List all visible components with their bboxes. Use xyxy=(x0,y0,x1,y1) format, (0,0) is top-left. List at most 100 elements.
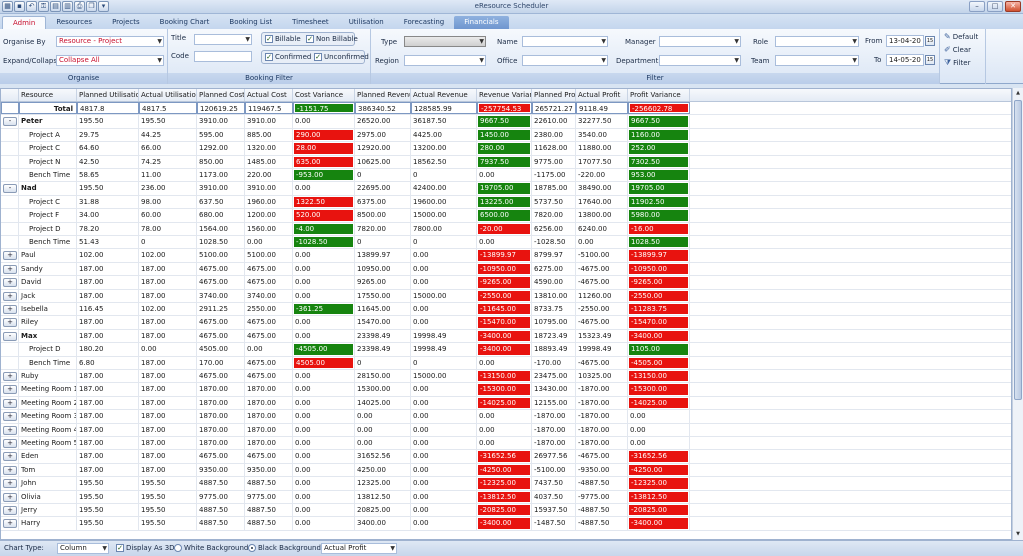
resource-row[interactable]: + Eden 187.00 187.00 4675.00 4675.00 0.00 31652… xyxy=(1,450,1011,464)
total-cell[interactable]: 9118.49 xyxy=(576,102,628,115)
resource-row[interactable]: + David 187.00 187.00 4675.00 4675.00 0.00 9265… xyxy=(1,276,1011,290)
project-row[interactable]: Bench Time 6.80 187.00 170.00 4675.00 4505.00… xyxy=(1,356,1011,370)
collapse-icon[interactable]: - xyxy=(3,117,17,127)
organise-by-select[interactable]: Resource - Project ▼ xyxy=(56,36,164,47)
expand-icon[interactable]: + xyxy=(3,465,17,475)
expand-icon[interactable]: + xyxy=(3,479,17,489)
expand-icon[interactable]: + xyxy=(3,278,17,288)
resource-row[interactable]: + Jack 187.00 187.00 3740.00 3740.00 0.00 17550… xyxy=(1,289,1011,303)
resource-row[interactable]: + Tom 187.00 187.00 9350.00 9350.00 0.00 4250.0… xyxy=(1,463,1011,478)
project-row[interactable]: Project C 64.60 66.00 1292.00 1320.00 28.00 12… xyxy=(1,142,1011,156)
vertical-scrollbar[interactable]: ▲ ▼ xyxy=(1012,88,1023,540)
column-header-cost-variance[interactable]: Cost Variance xyxy=(293,89,355,101)
key-icon[interactable]: ⚿ xyxy=(38,1,49,12)
total-cell[interactable]: 4817.5 xyxy=(139,102,197,115)
total-cell[interactable]: 119467.5 xyxy=(245,102,293,115)
department-select[interactable]: ▼ xyxy=(659,55,741,66)
column-header-actual-utilisation[interactable]: Actual Utilisation xyxy=(141,89,197,101)
column-header-revenue-variance[interactable]: Revenue Variance xyxy=(477,89,532,101)
display-3d-checkbox[interactable]: ✓ Display As 3D xyxy=(116,544,175,552)
project-row[interactable]: Project F 34.00 60.00 680.00 1200.00 520.00 85… xyxy=(1,209,1011,223)
resource-row[interactable]: + Riley 187.00 187.00 4675.00 4675.00 0.00 1547… xyxy=(1,316,1011,330)
total-cell[interactable]: 4817.8 xyxy=(77,102,139,115)
region-select[interactable]: ▼ xyxy=(404,55,486,66)
folder-icon[interactable]: ▤ xyxy=(50,1,61,12)
resource-row[interactable]: - Peter 195.50 195.50 3910.00 3910.00 0.00 2652… xyxy=(1,115,1011,129)
expand-collapse-select[interactable]: Collapse All ▼ xyxy=(56,55,164,66)
project-row[interactable]: Project C 31.88 98.00 637.50 1960.00 1322.50 6… xyxy=(1,195,1011,210)
app-menu-icon[interactable]: ▦ xyxy=(2,1,13,12)
expand-icon[interactable]: + xyxy=(3,385,17,395)
expand-icon[interactable]: + xyxy=(3,372,17,381)
column-header-resource[interactable]: Resource xyxy=(19,89,77,101)
resource-row[interactable]: + Meeting Room 5 187.00 187.00 1870.00 1870.0… xyxy=(1,437,1011,451)
dropdown-icon[interactable]: ▾ xyxy=(98,1,109,12)
manager-select[interactable]: ▼ xyxy=(659,36,741,47)
billable-checkbox[interactable]: ✓ Billable xyxy=(265,35,301,43)
tab-forecasting[interactable]: Forecasting xyxy=(403,18,445,26)
resource-row[interactable]: + Sandy 187.00 187.00 4675.00 4675.00 0.00 1095… xyxy=(1,262,1011,277)
column-header-actual-revenue[interactable]: Actual Revenue xyxy=(411,89,477,101)
tab-projects[interactable]: Projects xyxy=(112,18,140,26)
white-background-radio[interactable]: White Background xyxy=(174,544,248,552)
resource-row[interactable]: + Harry 195.50 195.50 4887.50 4887.50 0.00 3400… xyxy=(1,517,1011,531)
unconfirmed-checkbox[interactable]: ✓ Unconfirmed xyxy=(314,53,369,61)
total-cell[interactable]: 128585.99 xyxy=(411,102,477,115)
code-input[interactable] xyxy=(194,51,252,62)
resource-row[interactable]: - Nad 195.50 236.00 3910.00 3910.00 0.00 22695.… xyxy=(1,182,1011,196)
resource-row[interactable]: - Max 187.00 187.00 4675.00 4675.00 0.00 23398.… xyxy=(1,329,1011,344)
save-icon[interactable]: ▪ xyxy=(14,1,25,12)
chart-type-select[interactable]: Column ▼ xyxy=(57,543,109,554)
expand-icon[interactable]: + xyxy=(3,412,17,422)
column-header-planned-profit[interactable]: Planned Profit xyxy=(534,89,576,101)
total-cell[interactable]: 265721.27 xyxy=(532,102,576,115)
non-billable-checkbox[interactable]: ✓ Non Billable xyxy=(306,35,358,43)
team-select[interactable]: ▼ xyxy=(775,55,859,66)
column-header-planned-utilisation[interactable]: Planned Utilisation xyxy=(79,89,139,101)
name-select[interactable]: ▼ xyxy=(522,36,608,47)
copy-icon[interactable]: ❐ xyxy=(86,1,97,12)
total-cell[interactable]: -1151.75 xyxy=(293,102,355,115)
resource-row[interactable]: + Olivia 195.50 195.50 9775.00 9775.00 0.00 138… xyxy=(1,490,1011,504)
expand-icon[interactable]: + xyxy=(3,506,17,515)
project-row[interactable]: Project D 78.20 78.00 1564.00 1560.00 -4.00 78… xyxy=(1,222,1011,236)
confirmed-checkbox[interactable]: ✓ Confirmed xyxy=(265,53,311,61)
maximize-button[interactable]: □ xyxy=(987,1,1003,12)
project-row[interactable]: Bench Time 51.43 0 1028.50 0.00 -1028.50 0 0 0.0… xyxy=(1,236,1011,250)
expand-icon[interactable]: + xyxy=(3,439,17,448)
project-row[interactable]: Project N 42.50 74.25 850.00 1485.00 635.00 10… xyxy=(1,155,1011,169)
tab-resources[interactable]: Resources xyxy=(56,18,93,26)
resource-row[interactable]: + John 195.50 195.50 4887.50 4887.50 0.00 12325… xyxy=(1,477,1011,491)
column-header-planned-cost[interactable]: Planned Cost xyxy=(199,89,245,101)
title-select[interactable]: ▼ xyxy=(194,34,252,45)
close-button[interactable]: ✕ xyxy=(1005,1,1021,12)
resource-row[interactable]: + Ruby 187.00 187.00 4675.00 4675.00 0.00 28150… xyxy=(1,370,1011,384)
total-cell[interactable]: -257754.53 xyxy=(477,102,532,115)
expand-icon[interactable]: + xyxy=(3,452,17,462)
print-icon[interactable]: ⎙ xyxy=(74,1,85,12)
collapse-icon[interactable]: - xyxy=(3,184,17,194)
collapse-icon[interactable]: - xyxy=(3,331,17,341)
resource-row[interactable]: + Meeting Room 4 187.00 187.00 1870.00 1870.0… xyxy=(1,423,1011,437)
chart-metric-select[interactable]: Actual Profit ▼ xyxy=(321,543,397,554)
expand-icon[interactable]: + xyxy=(3,264,17,274)
minimize-button[interactable]: – xyxy=(969,1,985,12)
project-row[interactable]: Project A 29.75 44.25 595.00 885.00 290.00 297… xyxy=(1,128,1011,143)
expand-icon[interactable]: + xyxy=(3,519,17,529)
project-row[interactable]: Project D 180.20 0.00 4505.00 0.00 -4505.00 23… xyxy=(1,343,1011,357)
column-header-profit-variance[interactable]: Profit Variance xyxy=(628,89,690,101)
resource-row[interactable]: + Meeting Room 1 187.00 187.00 1870.00 1870.0… xyxy=(1,383,1011,397)
default-button[interactable]: ✎ Default xyxy=(944,32,978,41)
resource-row[interactable]: + Meeting Room 3 187.00 187.00 1870.00 1870.0… xyxy=(1,410,1011,424)
expand-icon[interactable]: + xyxy=(3,398,17,408)
column-header-actual-profit[interactable]: Actual Profit xyxy=(576,89,628,101)
expand-icon[interactable]: + xyxy=(3,318,17,328)
tab-timesheet[interactable]: Timesheet xyxy=(292,18,329,26)
scroll-down-icon[interactable]: ▼ xyxy=(1016,531,1020,537)
type-select[interactable]: ▼ xyxy=(404,36,486,47)
to-date-input[interactable]: 14-05-20 xyxy=(886,54,924,66)
black-background-radio[interactable]: Black Background xyxy=(248,544,321,552)
filter-button[interactable]: ⧩ Filter xyxy=(944,58,970,68)
expand-icon[interactable]: + xyxy=(3,291,17,301)
column-header-planned-revenue[interactable]: Planned Revenue xyxy=(357,89,411,101)
